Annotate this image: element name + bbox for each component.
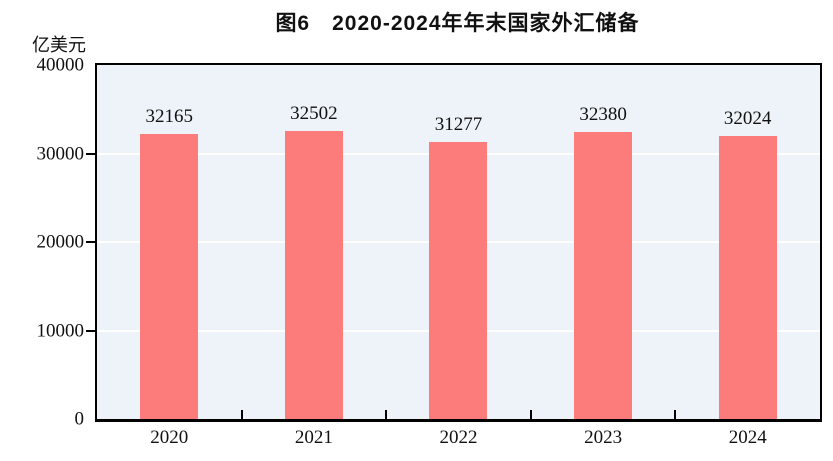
x-axis-tick-label: 2021 xyxy=(294,427,333,448)
plot-area: 32165 32502 31277 32380 32024 xyxy=(86,63,822,422)
bar xyxy=(140,134,199,419)
x-axis-tick-mark xyxy=(240,410,243,419)
x-axis-tick-label: 2020 xyxy=(150,427,189,448)
y-axis-tick-label: 20000 xyxy=(36,231,85,253)
y-axis-tick-labels: 0 10000 20000 30000 40000 xyxy=(0,56,85,429)
bar xyxy=(574,132,633,419)
x-axis-tick-mark xyxy=(529,410,532,419)
y-axis-tick-mark xyxy=(86,329,95,332)
y-axis-tick-label: 40000 xyxy=(36,54,85,76)
bar-slot: 32380 xyxy=(531,65,676,419)
bar-slot: 32502 xyxy=(242,65,387,419)
bar-value-label: 31277 xyxy=(434,114,483,136)
bar-slot: 32165 xyxy=(97,65,242,419)
bar-value-label: 32502 xyxy=(290,103,338,125)
x-axis-tick-mark xyxy=(674,410,677,419)
bar-slot: 32024 xyxy=(675,65,820,419)
bar-value-label: 32380 xyxy=(579,104,627,126)
x-axis-tick-label: 2022 xyxy=(439,427,478,448)
x-axis-tick-labels: 2020 2021 2022 2023 2024 xyxy=(97,428,820,452)
bar-value-label: 32024 xyxy=(723,107,772,129)
y-axis-unit-label: 亿美元 xyxy=(32,35,86,55)
y-axis-tick-label: 0 xyxy=(74,408,85,430)
bar-series: 32165 32502 31277 32380 32024 xyxy=(97,65,820,419)
chart-title: 图6 2020-2024年年末国家外汇储备 xyxy=(275,12,640,35)
bar-slot: 31277 xyxy=(386,65,531,419)
y-axis-tick-mark xyxy=(86,241,95,243)
x-axis-tick-label: 2024 xyxy=(728,427,767,448)
bar xyxy=(429,142,488,419)
bar xyxy=(718,135,777,419)
y-axis-tick-label: 10000 xyxy=(36,320,85,341)
x-axis-tick-mark xyxy=(385,410,388,419)
y-axis-tick-label: 30000 xyxy=(36,143,85,164)
y-axis-tick-mark xyxy=(86,152,95,155)
bar xyxy=(284,131,343,419)
x-axis-tick-label: 2023 xyxy=(584,427,623,448)
bar-value-label: 32165 xyxy=(145,106,194,128)
